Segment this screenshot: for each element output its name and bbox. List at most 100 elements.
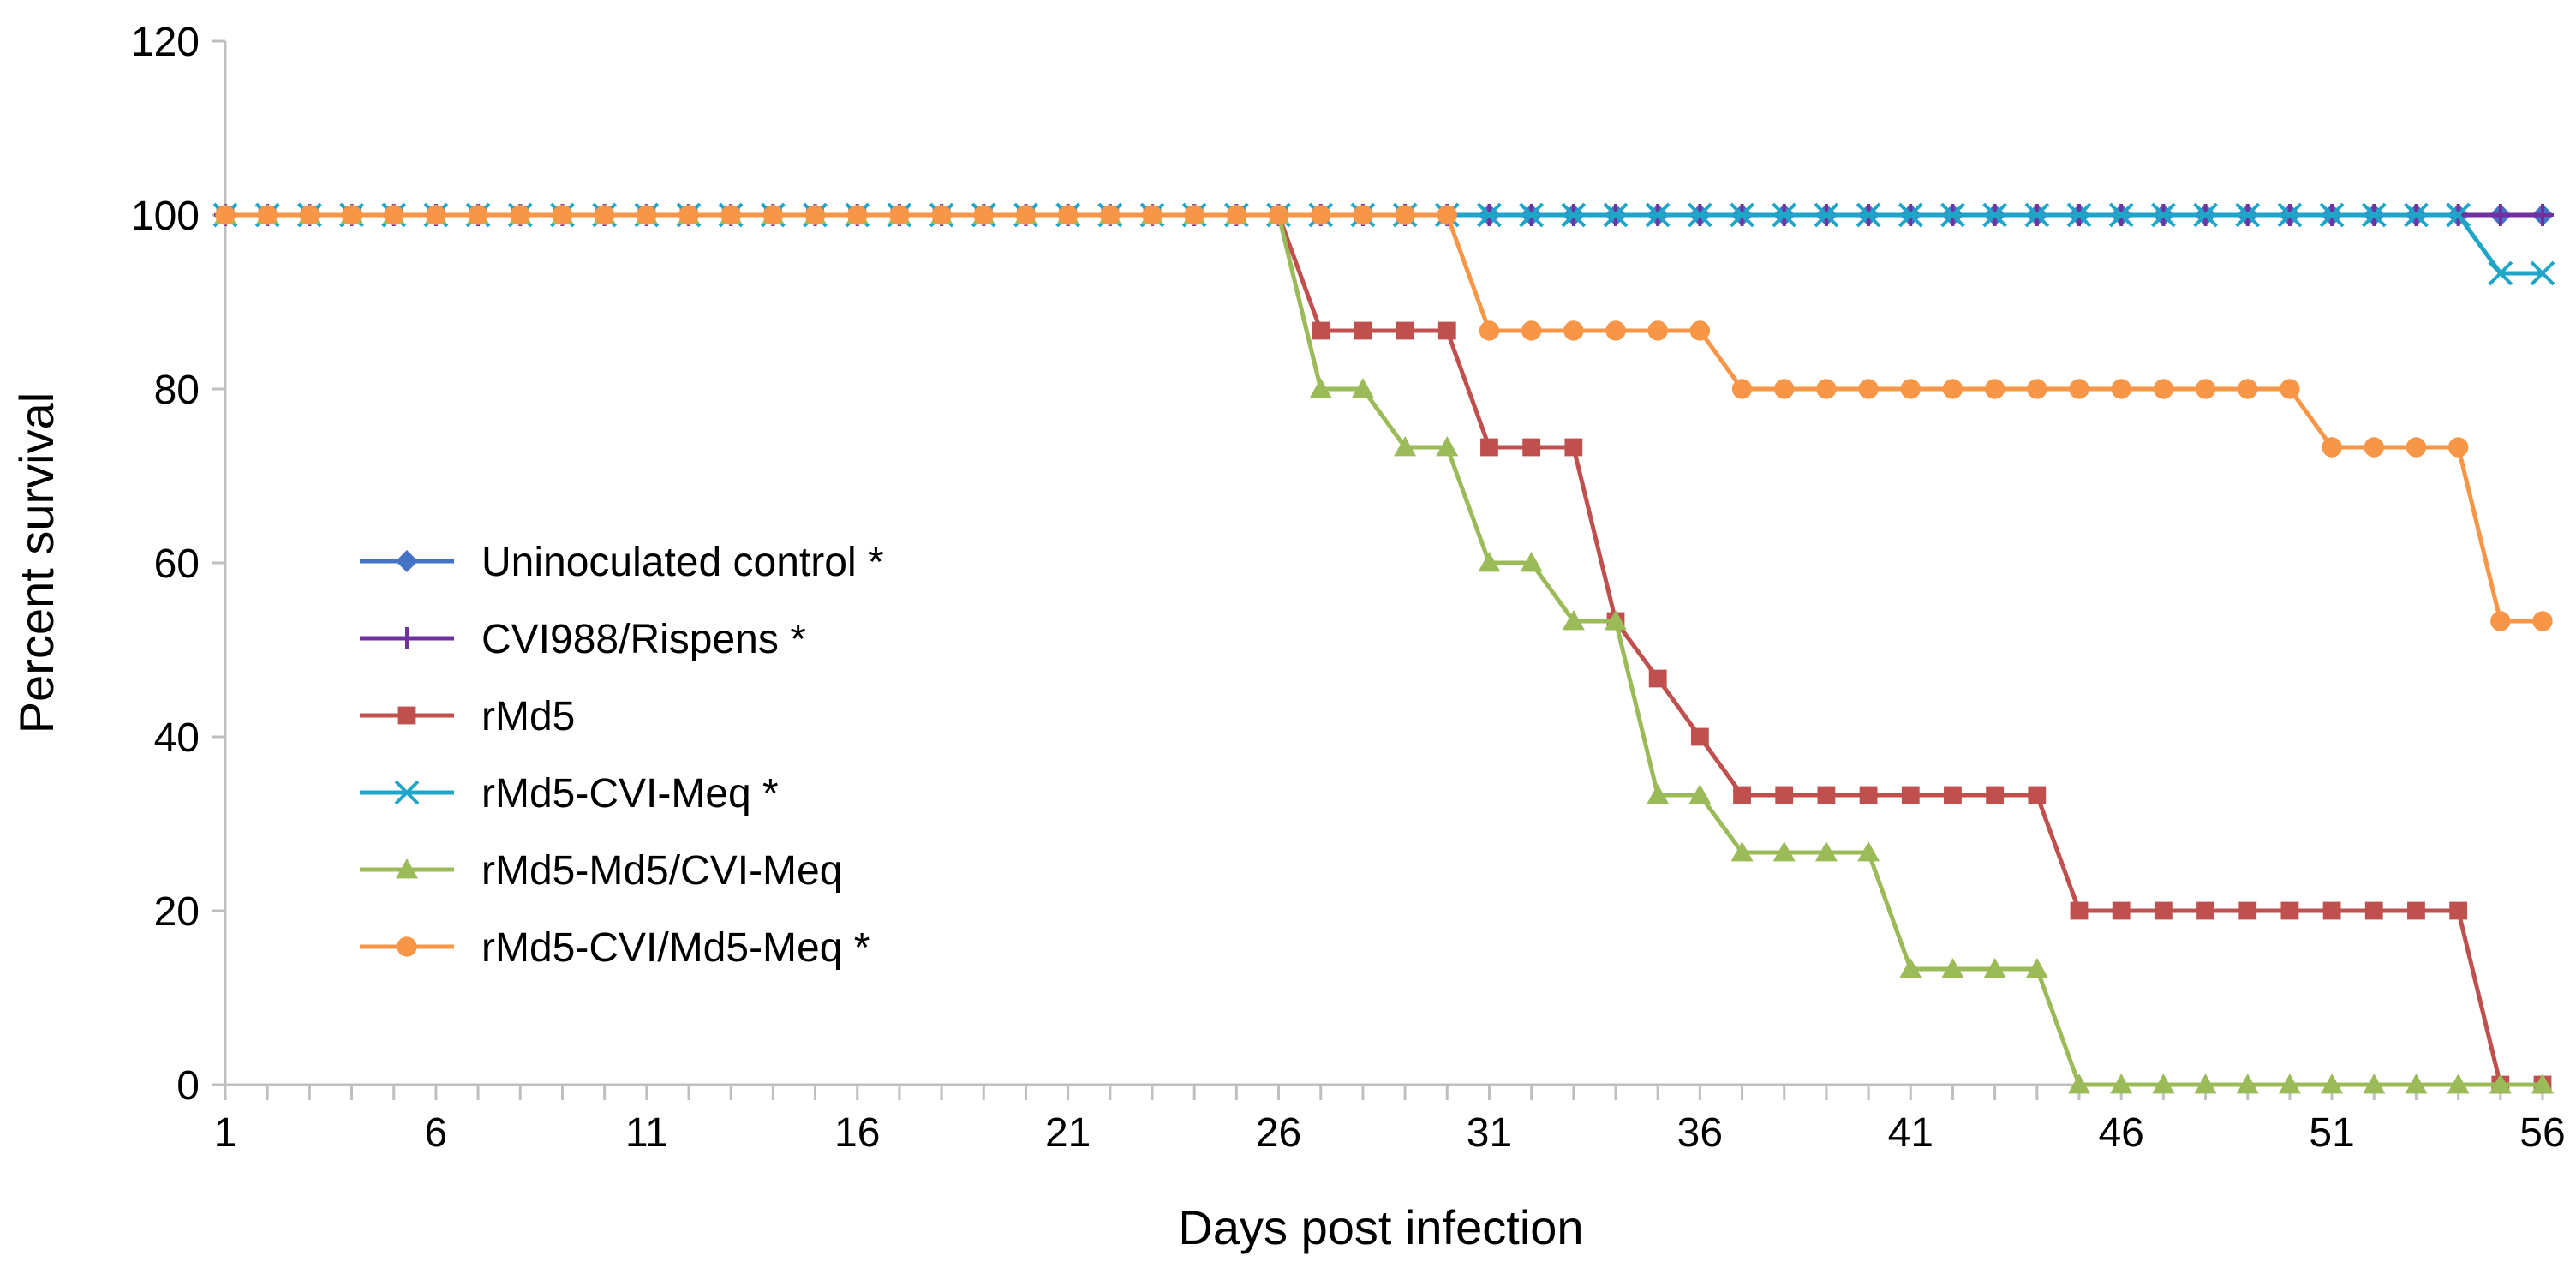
- data-point: [1351, 378, 1374, 398]
- data-point: [1940, 202, 1965, 228]
- data-point: [2322, 901, 2341, 920]
- data-point: [2236, 1074, 2259, 1094]
- data-point: [1522, 438, 1541, 457]
- data-point: [2322, 437, 2342, 458]
- data-point: [1859, 786, 1878, 804]
- data-point: [1730, 840, 1754, 862]
- data-point: [594, 205, 615, 225]
- data-point: [2028, 786, 2047, 804]
- data-point: [1436, 436, 1459, 457]
- data-point: [2108, 202, 2134, 228]
- data-point: [1942, 379, 1963, 399]
- series-5: [215, 205, 2553, 631]
- legend-marker: [397, 706, 416, 725]
- legend-marker: [397, 936, 417, 957]
- data-point: [1437, 321, 1456, 340]
- data-point: [468, 205, 488, 225]
- data-point: [1605, 610, 1627, 631]
- legend: Uninoculated control * CVI988/Rispens * rM…: [360, 540, 884, 971]
- data-point: [1856, 202, 1881, 228]
- legend-label: Uninoculated control *: [481, 540, 884, 585]
- y-tick-label: 60: [154, 541, 200, 587]
- data-point: [1900, 379, 1921, 399]
- data-point: [1857, 840, 1880, 862]
- x-tick-label: 36: [1677, 1110, 1723, 1156]
- data-point: [2238, 901, 2257, 920]
- data-point: [2530, 260, 2555, 286]
- data-point: [2112, 901, 2131, 920]
- data-point: [1816, 379, 1837, 399]
- data-point: [1479, 320, 1500, 341]
- data-point: [1648, 669, 1667, 688]
- legend-item: CVI988/Rispens *: [360, 617, 806, 662]
- data-point: [1142, 205, 1162, 225]
- x-tick-label: 6: [425, 1110, 448, 1156]
- data-point: [1477, 202, 1502, 228]
- data-point: [510, 205, 530, 225]
- data-point: [2532, 611, 2553, 631]
- data-point: [1605, 320, 1626, 341]
- data-point: [2193, 202, 2218, 228]
- data-point: [1226, 205, 1247, 225]
- data-point: [2490, 611, 2511, 631]
- data-point: [2447, 437, 2469, 458]
- data-point: [2024, 202, 2050, 228]
- data-point: [1309, 378, 1332, 398]
- data-point: [1561, 202, 1587, 228]
- data-point: [2531, 1074, 2554, 1094]
- data-point: [2196, 901, 2214, 920]
- data-point: [1520, 552, 1543, 572]
- data-point: [1395, 205, 1415, 225]
- data-point: [2489, 1074, 2512, 1094]
- data-point: [552, 205, 573, 225]
- data-point: [1814, 202, 1839, 228]
- data-point: [1858, 379, 1879, 399]
- data-point: [1774, 379, 1795, 399]
- x-tick-label: 51: [2309, 1110, 2354, 1156]
- x-tick-label: 31: [1467, 1110, 1512, 1156]
- data-point: [1394, 436, 1417, 457]
- data-point: [1690, 727, 1709, 746]
- data-point: [1354, 321, 1372, 340]
- data-point: [1562, 610, 1585, 631]
- data-point: [1688, 784, 1712, 804]
- data-point: [931, 205, 952, 225]
- data-point: [2150, 202, 2176, 228]
- data-point: [720, 205, 741, 225]
- data-point: [1733, 786, 1751, 804]
- data-point: [257, 205, 278, 225]
- data-point: [2449, 901, 2468, 920]
- data-point: [2111, 379, 2131, 399]
- data-point: [1898, 202, 1923, 228]
- data-point: [2321, 1074, 2344, 1094]
- data-point: [2531, 204, 2554, 226]
- data-point: [804, 205, 826, 225]
- legend-marker: [396, 550, 418, 572]
- data-point: [1814, 840, 1838, 862]
- data-point: [1521, 320, 1542, 341]
- data-point: [637, 205, 657, 225]
- legend-label: rMd5: [481, 694, 575, 739]
- y-tick-label: 40: [154, 715, 200, 761]
- data-point: [2319, 202, 2345, 228]
- data-point: [2488, 260, 2513, 286]
- data-point: [847, 205, 868, 225]
- data-point: [1478, 552, 1501, 572]
- data-point: [2280, 379, 2300, 399]
- x-tick-label: 56: [2519, 1110, 2565, 1156]
- x-tick-label: 11: [625, 1110, 668, 1156]
- data-point: [341, 205, 362, 225]
- data-point: [2404, 202, 2429, 228]
- data-point: [426, 205, 446, 225]
- data-point: [2406, 437, 2427, 458]
- data-point: [2110, 1074, 2133, 1094]
- data-point: [1184, 205, 1204, 225]
- data-point: [299, 205, 320, 225]
- data-point: [1268, 205, 1289, 225]
- y-axis-title: Percent survival: [9, 392, 63, 733]
- data-point: [2195, 379, 2216, 399]
- data-point: [1730, 202, 1754, 228]
- data-point: [1437, 205, 1457, 225]
- x-tick-label: 41: [1888, 1110, 1933, 1156]
